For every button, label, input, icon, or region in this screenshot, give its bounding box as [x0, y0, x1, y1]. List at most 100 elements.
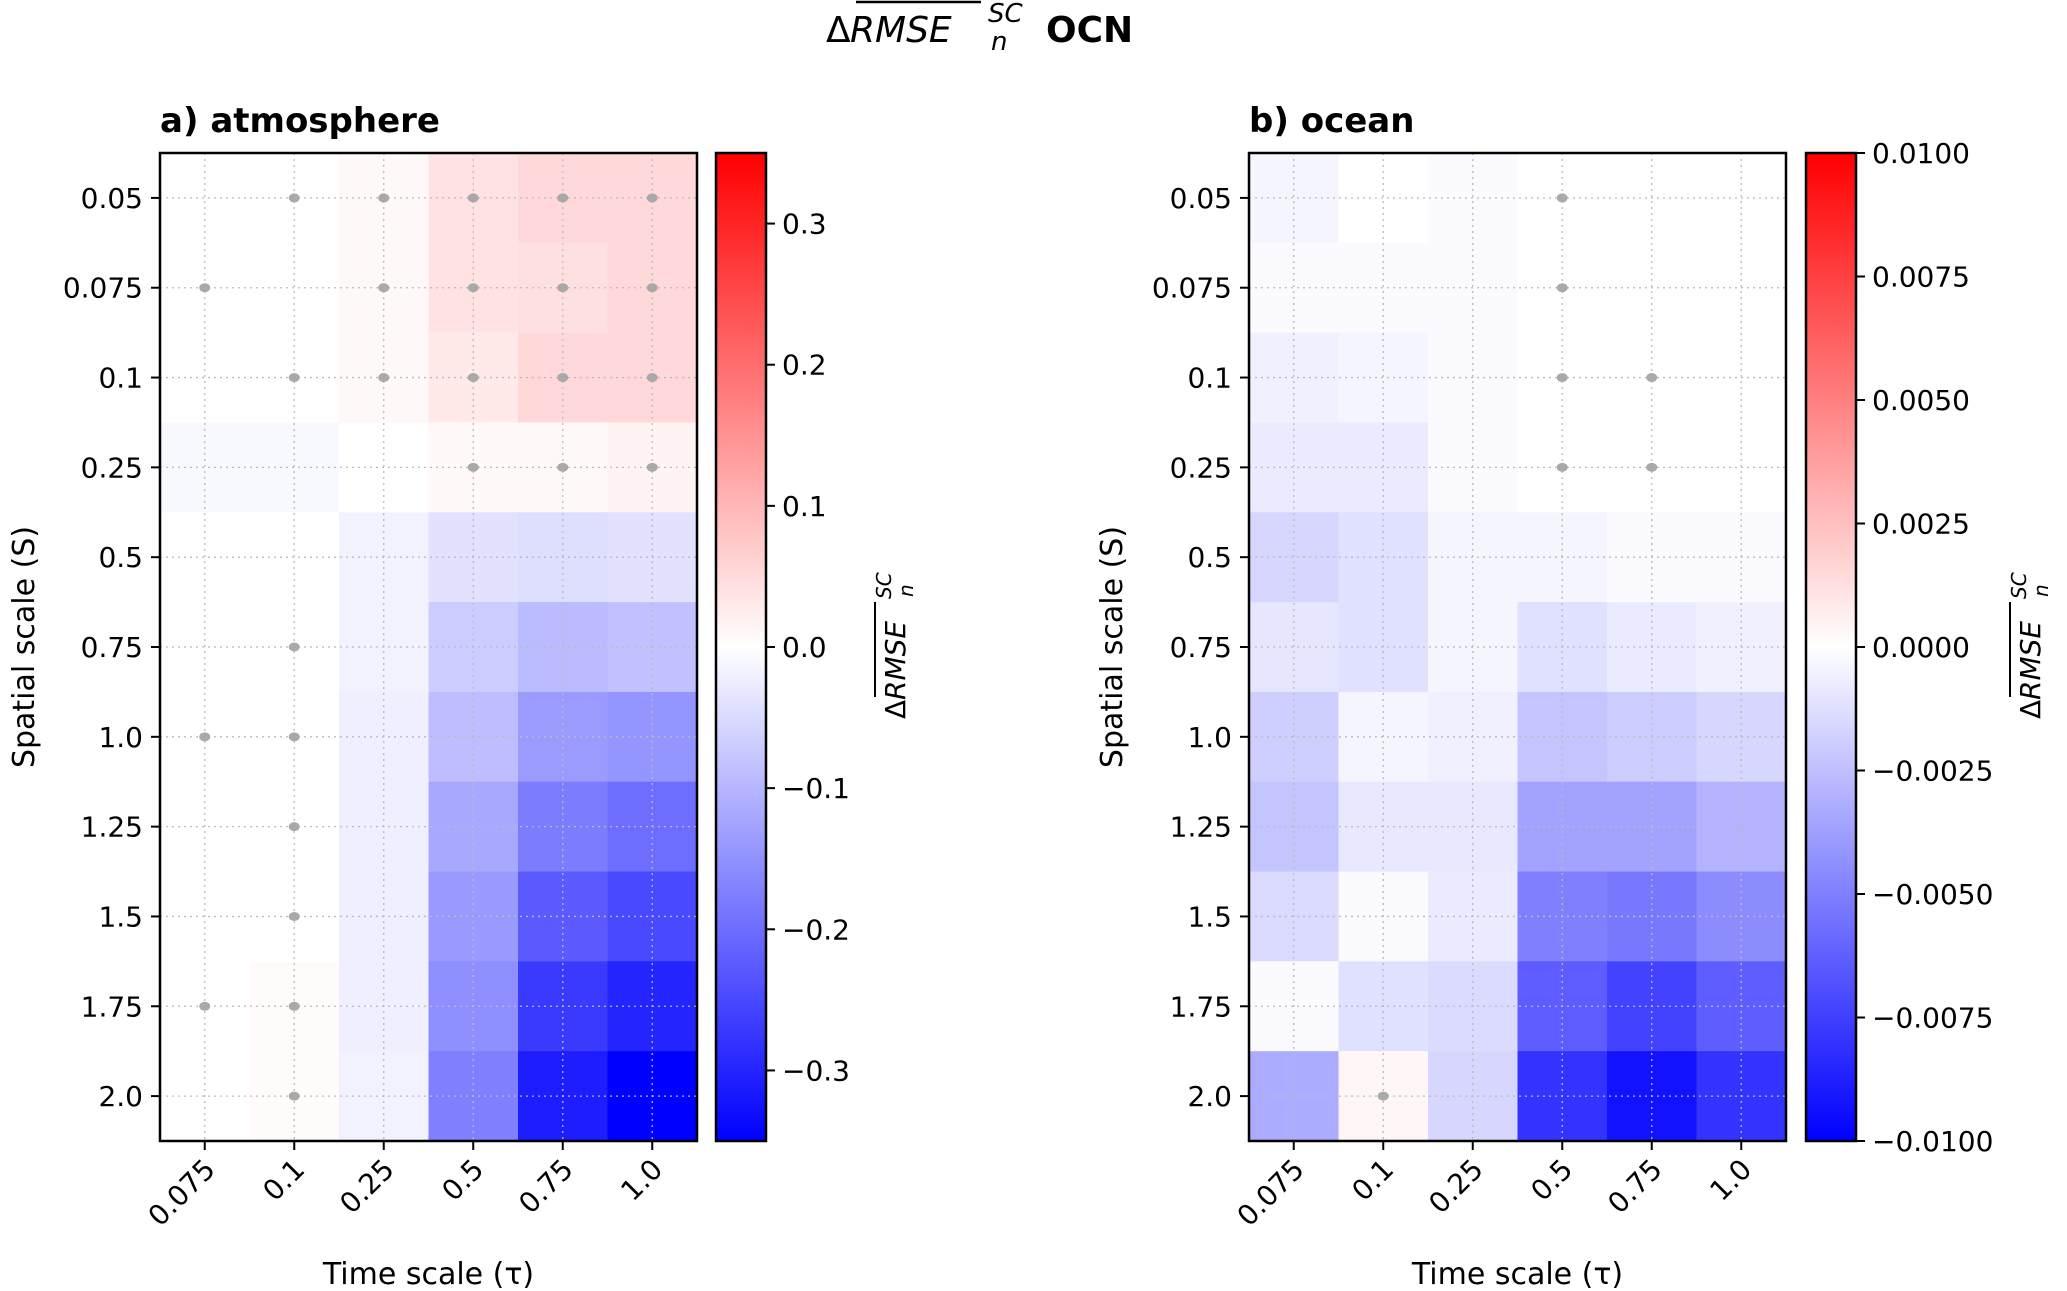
colorbar-label-superscript: SC: [2007, 572, 2031, 599]
heatmap-cell: [339, 602, 430, 693]
y-tick-label: 2.0: [1187, 1080, 1232, 1113]
panel-title: b) ocean: [1249, 101, 1414, 141]
figure-title-subscript: n: [991, 27, 1007, 57]
significance-dot: [1377, 1091, 1389, 1101]
heatmap-cell: [249, 512, 340, 603]
heatmap-cell: [1249, 602, 1340, 693]
colorbar-tick-label: 0.3: [782, 208, 827, 241]
heatmap-cell: [1428, 242, 1519, 334]
y-tick-label: 0.25: [1170, 451, 1232, 484]
y-tick-label: 0.75: [81, 631, 143, 664]
heatmap-panel-1: b) ocean 0.05 0.075 0.1 0.25 0.5 0.75 1.0 1.25 1.…: [1095, 101, 2053, 1291]
colorbar-tick-label: 0.2: [782, 349, 827, 382]
significance-dot: [288, 1091, 300, 1101]
significance-dot: [288, 1001, 300, 1011]
y-tick-label: 0.1: [1187, 362, 1232, 395]
heatmap-cell: [1338, 512, 1429, 603]
colorbar-tick-label: 0.0075: [1872, 261, 1970, 294]
figure-title: Δ RMSE n SC OCN: [826, 0, 1133, 57]
figure-title-rmse: RMSE: [850, 10, 952, 51]
significance-dot: [199, 732, 211, 742]
x-tick-label: 1.0: [614, 1153, 669, 1208]
significance-dot: [1646, 373, 1658, 383]
y-tick-label: 0.05: [1170, 182, 1232, 215]
y-tick-label: 0.75: [1170, 631, 1232, 664]
significance-dot: [467, 462, 479, 472]
colorbar-label-delta: Δ: [2014, 700, 2047, 719]
x-axis-label: Time scale (τ): [1411, 1257, 1623, 1291]
significance-dot: [557, 283, 569, 293]
significance-dot: [467, 193, 479, 203]
significance-dot: [288, 193, 300, 203]
significance-dot: [288, 642, 300, 652]
x-tick-label: 0.1: [256, 1153, 311, 1208]
heatmap-cell: [1338, 153, 1429, 244]
colorbar-gradient: [1804, 151, 1858, 1143]
colorbar-tick-label: 0.0: [782, 631, 827, 664]
y-tick-label: 0.25: [81, 451, 143, 484]
colorbar-gradient: [714, 151, 768, 1143]
significance-dot: [557, 193, 569, 203]
y-tick-label: 1.75: [1170, 990, 1232, 1023]
y-tick-label: 1.75: [81, 990, 143, 1023]
colorbar-tick-label: −0.0100: [1872, 1125, 1993, 1158]
heatmap-cell: [1428, 602, 1519, 693]
significance-dot: [288, 732, 300, 742]
colorbar-tick-label: −0.1: [782, 772, 850, 805]
colorbar-label-rmse: RMSE: [879, 621, 912, 700]
colorbar-tick-label: −0.0075: [1872, 1002, 1993, 1035]
panel-title: a) atmosphere: [160, 101, 440, 141]
heatmap-cell: [1338, 242, 1429, 334]
colorbar-label-rmse: RMSE: [2014, 621, 2047, 700]
significance-dot: [646, 373, 658, 383]
colorbar-tick-label: 0.0100: [1872, 137, 1970, 170]
significance-dot: [288, 373, 300, 383]
heatmap-cell: [249, 422, 340, 513]
heatmap-cell: [339, 512, 430, 603]
x-axis-label: Time scale (τ): [322, 1257, 534, 1291]
figure-title-superscript: SC: [988, 0, 1024, 29]
significance-dot: [378, 283, 390, 293]
significance-dot: [199, 1001, 211, 1011]
y-tick-label: 0.05: [81, 182, 143, 215]
colorbar-label-delta: Δ: [879, 700, 912, 719]
colorbar-tick-label: 0.0000: [1872, 631, 1970, 664]
significance-dot: [1556, 283, 1568, 293]
y-tick-label: 0.075: [1152, 272, 1232, 305]
heatmap-cell: [1338, 332, 1429, 424]
y-tick-label: 0.5: [1187, 541, 1232, 574]
heatmap-cell: [1249, 153, 1340, 244]
significance-dot: [646, 283, 658, 293]
significance-dot: [288, 822, 300, 832]
colorbar-tick-label: −0.0025: [1872, 755, 1993, 788]
x-tick-label: 0.5: [1524, 1153, 1579, 1208]
significance-dot: [199, 283, 211, 293]
y-axis-label: Spatial scale (S): [7, 526, 42, 768]
x-tick-label: 0.25: [333, 1153, 400, 1220]
y-tick-label: 1.25: [81, 811, 143, 844]
significance-dot: [646, 193, 658, 203]
heatmap-cell: [160, 512, 251, 603]
colorbar-tick-label: −0.0050: [1872, 878, 1993, 911]
significance-dot: [467, 373, 479, 383]
y-tick-label: 1.0: [98, 721, 143, 754]
heatmap-cell: [160, 332, 251, 424]
y-tick-label: 1.25: [1170, 811, 1232, 844]
heatmap-panel-0: a) atmosphere 0.05 0.075 0.1 0.25 0.5 0.75 1.0 1…: [7, 101, 918, 1291]
x-tick-label: 0.1: [1345, 1153, 1400, 1208]
y-tick-label: 1.5: [1187, 900, 1232, 933]
heatmap-cell: [1428, 422, 1519, 513]
heatmap-cell: [1249, 512, 1340, 603]
significance-dot: [557, 462, 569, 472]
significance-dot: [646, 462, 658, 472]
y-tick-label: 0.075: [63, 272, 143, 305]
colorbar-label-subscript: n: [894, 584, 918, 597]
significance-dot: [557, 373, 569, 383]
heatmap-cell: [1249, 422, 1340, 513]
heatmap-cell: [249, 242, 340, 334]
